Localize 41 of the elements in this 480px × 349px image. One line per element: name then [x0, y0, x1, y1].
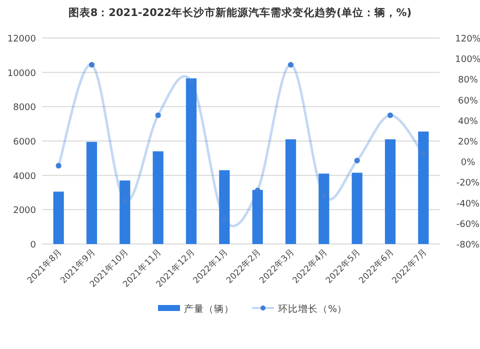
- bar: [152, 151, 164, 244]
- y2-tick-label: 60%: [458, 96, 478, 106]
- bar: [252, 190, 263, 244]
- y2-tick-label: -40%: [456, 199, 480, 210]
- point: [354, 158, 360, 164]
- point: [254, 188, 260, 194]
- point: [56, 162, 62, 169]
- y-tick-label: 4000: [13, 172, 36, 182]
- point: [88, 62, 95, 68]
- y2-tick-label: -60%: [456, 220, 480, 230]
- y2-tick-label: 100%: [455, 55, 480, 66]
- y2-tick-label: -20%: [456, 178, 480, 189]
- legend-label: 产量（辆）: [184, 303, 234, 315]
- bar: [384, 139, 396, 244]
- y-tick-label: 10000: [7, 68, 36, 79]
- point: [188, 78, 194, 84]
- y2-tick-label: -80%: [456, 240, 480, 250]
- bar: [418, 132, 429, 244]
- y2-tick-label: 40%: [458, 116, 478, 127]
- chart-title: 图表8：2021-2022年长沙市新能源汽车需求变化趋势(单位：辆，%): [68, 6, 412, 19]
- bar: [120, 180, 130, 244]
- bar: [285, 139, 296, 244]
- y2-tick-label: 0%: [460, 158, 476, 168]
- y2-tick-label: 20%: [458, 138, 478, 148]
- y2-tick-label: 80%: [458, 76, 478, 86]
- bar: [352, 172, 362, 244]
- y-tick-label: 6000: [13, 138, 36, 148]
- y-tick-label: 2000: [13, 206, 36, 216]
- bar: [186, 78, 197, 244]
- point: [288, 62, 294, 68]
- point: [155, 112, 161, 118]
- y-tick-label: 8000: [13, 103, 36, 114]
- legend-label: 环比增长（%）: [278, 303, 348, 315]
- bar: [53, 192, 64, 244]
- bar: [86, 142, 98, 244]
- bar: [318, 174, 330, 244]
- y-tick-label: 12000: [7, 34, 36, 44]
- bar: [219, 170, 230, 244]
- y2-tick-label: 120%: [455, 34, 480, 44]
- y-tick-label: 0: [30, 240, 36, 250]
- point: [387, 112, 394, 118]
